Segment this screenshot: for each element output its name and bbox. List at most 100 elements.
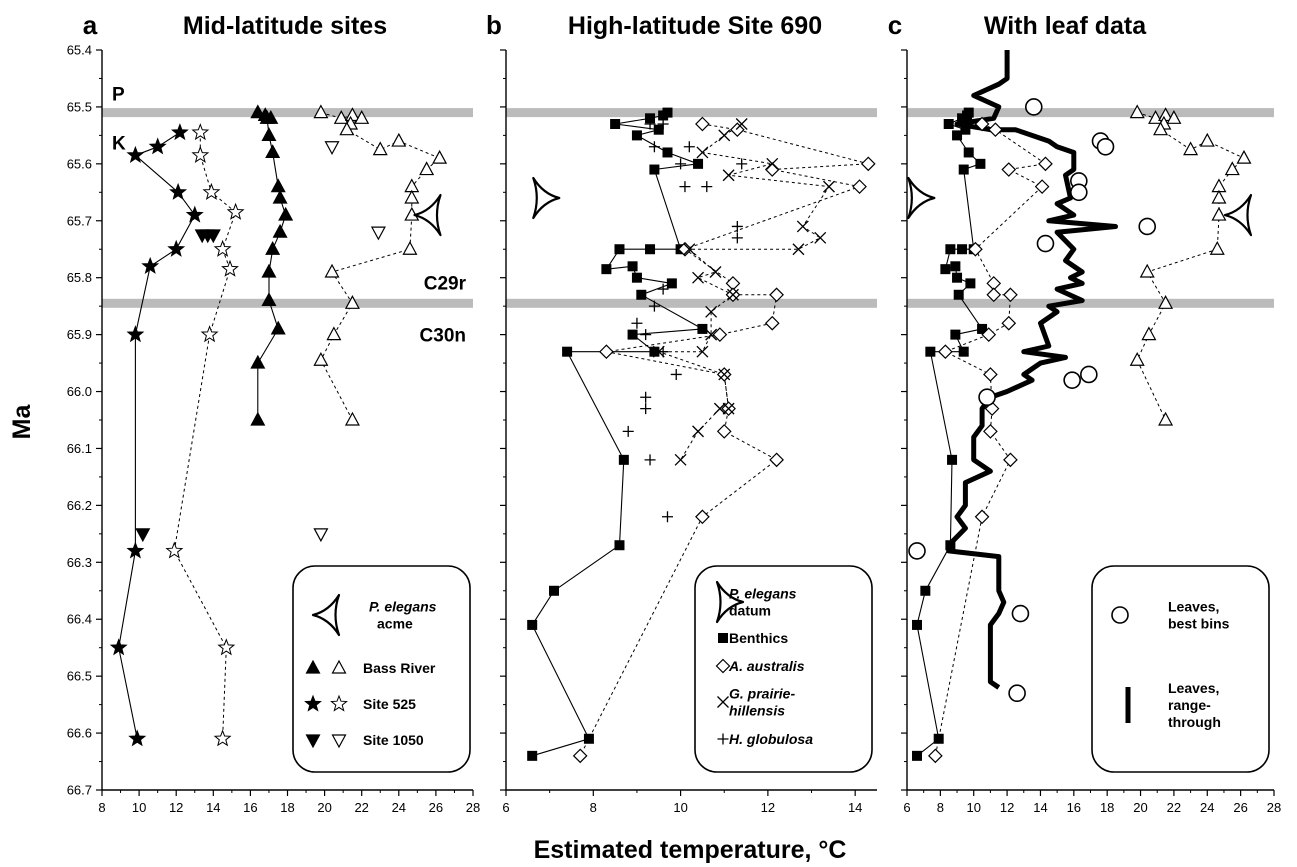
data-point — [391, 132, 407, 147]
data-point — [727, 288, 739, 301]
y-tick-label: 65.9 — [67, 327, 92, 342]
data-point — [649, 164, 660, 175]
data-point — [141, 256, 160, 274]
data-point — [372, 141, 388, 156]
data-point — [272, 189, 288, 204]
panel-b: b High-latitude Site 690 6 8 10 12 14 P. elegan… — [486, 10, 877, 815]
data-point — [692, 425, 705, 438]
legend-box — [292, 565, 471, 773]
data-point — [1224, 161, 1240, 176]
legend-symbol — [331, 659, 347, 674]
x-tick-label: 10 — [673, 800, 687, 815]
data-point — [1038, 156, 1053, 172]
data-point — [250, 411, 266, 426]
data-point — [1036, 234, 1055, 253]
data-point — [696, 146, 709, 159]
x-tick-label: 14 — [848, 800, 862, 815]
data-point — [683, 243, 696, 256]
series-line — [946, 50, 1118, 690]
x-tick-label: 14 — [206, 800, 220, 815]
legend-label: datum — [729, 603, 771, 619]
data-point — [265, 240, 281, 255]
boundary-band — [102, 108, 473, 118]
data-point — [324, 263, 340, 278]
data-point — [1138, 217, 1157, 236]
y-tick-label: 66.6 — [67, 726, 92, 741]
data-point — [962, 110, 973, 121]
data-point — [645, 244, 656, 255]
data-point — [354, 110, 370, 124]
legend-box — [1091, 565, 1270, 773]
y-tick-label: 66.5 — [67, 669, 92, 684]
data-point — [677, 241, 693, 257]
data-point — [977, 323, 988, 334]
data-point — [908, 542, 926, 560]
data-point — [250, 354, 266, 369]
data-point — [963, 147, 974, 158]
data-point — [261, 263, 277, 278]
x-tick-label: 24 — [1200, 800, 1214, 815]
data-point — [1034, 179, 1050, 194]
data-point — [683, 141, 695, 153]
data-point — [731, 220, 743, 232]
x-tick-label: 16 — [1067, 800, 1081, 815]
data-point — [701, 181, 713, 193]
series-line — [1136, 112, 1245, 421]
x-tick-label: 10 — [966, 800, 980, 815]
legend-label: Site 1050 — [363, 732, 424, 748]
data-point — [974, 116, 990, 132]
data-point — [200, 325, 219, 343]
panel-letter: a — [83, 10, 98, 40]
panel-a: a Mid-latitude sites 8 10 12 14 16 18 20 22 24 26 28… — [67, 10, 481, 815]
series-line — [531, 112, 703, 757]
data-point — [128, 729, 147, 747]
data-point — [670, 368, 682, 380]
x-tick-label: 20 — [317, 800, 331, 815]
panel-c: c With leaf data 6 8 10 12 14 16 18 20 22 24 26 28 Lea… — [888, 10, 1281, 815]
series-line — [916, 112, 983, 757]
legend-symbol — [311, 593, 341, 637]
data-point — [202, 182, 221, 200]
data-point — [191, 145, 210, 163]
data-point — [928, 748, 943, 764]
legend-symbol — [715, 658, 731, 674]
data-point — [697, 323, 708, 334]
series-line — [257, 112, 287, 420]
data-point — [326, 326, 342, 341]
data-point — [1096, 137, 1115, 156]
data-point — [716, 424, 732, 439]
data-point — [631, 272, 642, 283]
x-tick-label: 8 — [590, 800, 597, 815]
data-point — [640, 391, 652, 403]
legend-symbol — [331, 734, 347, 749]
panel-title: Mid-latitude sites — [183, 12, 387, 40]
data-point — [213, 729, 232, 747]
data-point — [952, 130, 963, 141]
legend-symbol — [305, 734, 321, 749]
data-point — [729, 122, 745, 138]
data-point — [631, 130, 642, 141]
data-point — [419, 161, 435, 176]
series-line — [658, 123, 830, 461]
data-point — [640, 403, 652, 415]
data-point — [1211, 206, 1227, 221]
data-point — [1024, 98, 1043, 116]
data-point — [1236, 149, 1252, 164]
data-point — [404, 189, 420, 204]
data-point — [986, 287, 1002, 303]
x-tick-label: 12 — [1000, 800, 1014, 815]
data-point — [270, 320, 286, 335]
data-point — [205, 229, 221, 244]
legend-label: Bass River — [363, 660, 436, 676]
x-tick-label: 22 — [1167, 800, 1181, 815]
data-point — [950, 329, 961, 340]
x-tick-label: 10 — [132, 800, 146, 815]
data-point — [370, 226, 386, 241]
data-point — [679, 181, 691, 193]
data-point — [674, 453, 687, 466]
data-point — [769, 452, 784, 468]
data-point — [1063, 371, 1081, 389]
data-point — [1153, 121, 1169, 136]
data-point — [313, 104, 329, 119]
legend-symbol — [330, 694, 348, 712]
